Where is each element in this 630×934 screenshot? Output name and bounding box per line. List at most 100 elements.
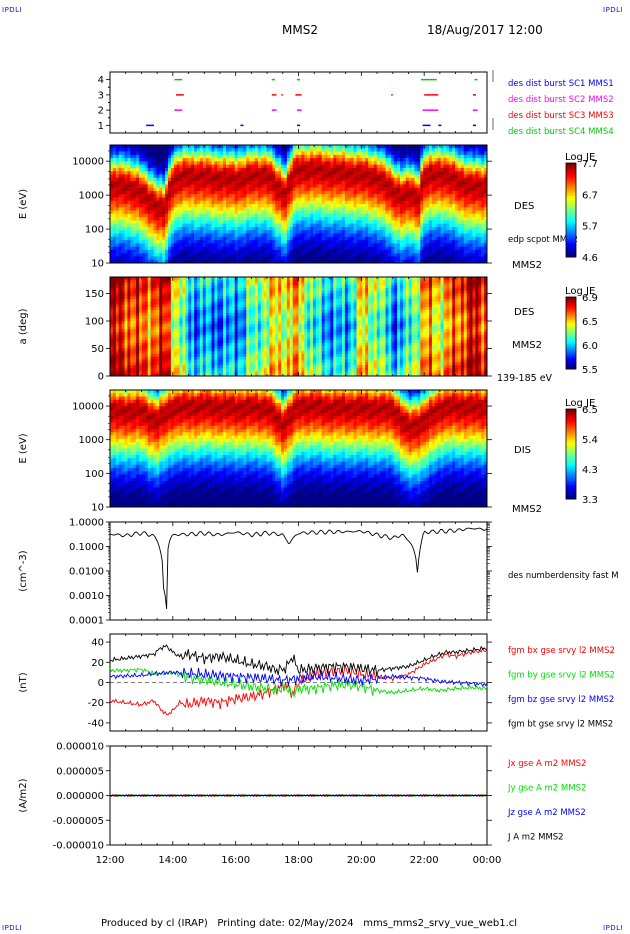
spectrogram-cell: [339, 200, 343, 205]
spectrogram-cell: [379, 236, 383, 241]
spectrogram-cell: [205, 167, 209, 172]
spectrogram-cell: [118, 207, 122, 211]
spectrogram-cell: [455, 145, 459, 149]
spectrogram-cell: [257, 253, 262, 257]
spectrogram-cell: [127, 174, 131, 179]
spectrogram-cell: [475, 259, 479, 264]
spectrogram-cell: [237, 243, 241, 247]
spectrogram-cell: [423, 240, 427, 244]
spectrogram-cell: [220, 213, 224, 218]
spectrogram-cell: [231, 226, 235, 231]
spectrogram-cell: [118, 187, 122, 192]
spectrogram-cell: [408, 213, 412, 218]
spectrogram-cell: [385, 223, 389, 228]
spectrogram-cell: [344, 174, 349, 179]
spectrogram-cell: [373, 246, 378, 251]
spectrogram-cell: [159, 243, 163, 247]
spectrogram-cell: [214, 174, 218, 179]
spectrogram-cell: [350, 233, 354, 238]
spectrogram-cell: [463, 154, 467, 159]
spectrogram-cell: [124, 220, 128, 224]
spectrogram-cell: [437, 226, 441, 231]
spectrogram-cell: [475, 190, 479, 195]
spectrogram-cell: [440, 243, 444, 247]
spectrogram-cell: [281, 154, 285, 159]
spectrogram-cell: [255, 184, 259, 188]
spectrogram-cell: [266, 217, 270, 221]
spectrogram-cell: [443, 204, 447, 208]
spectrogram-cell: [144, 233, 148, 238]
spectrogram-cell: [260, 161, 264, 165]
spectrogram-cell: [446, 177, 450, 182]
spectrogram-cell: [150, 236, 154, 241]
spectrogram-cell: [397, 223, 401, 228]
spectrogram-cell: [188, 240, 192, 244]
spectrogram-cell: [472, 207, 476, 211]
spectrogram-cell: [234, 194, 238, 198]
spectrogram-cell: [278, 177, 282, 182]
spectrogram-cell: [388, 223, 392, 228]
spectrogram-cell: [260, 220, 264, 224]
spectrogram-cell: [211, 181, 215, 185]
spectrogram-cell: [191, 223, 195, 228]
spectrogram-cell: [281, 233, 285, 238]
spectrogram-cell: [252, 253, 256, 257]
spectrogram-cell: [141, 164, 146, 169]
spectrogram-cell: [217, 187, 221, 192]
spectrogram-cell: [168, 223, 172, 228]
spectrogram-cell: [313, 204, 317, 208]
spectrogram-cell: [353, 151, 357, 156]
spectrogram-cell: [165, 249, 169, 254]
spectrogram-cell: [405, 246, 409, 251]
spectrogram-cell: [452, 240, 456, 244]
spectrogram-cell: [350, 200, 354, 205]
spectrogram-cell: [382, 184, 386, 188]
spectrogram-cell: [286, 197, 291, 202]
spectrogram-cell: [217, 256, 221, 261]
spectrogram-cell: [205, 190, 209, 195]
spectrogram-cell: [115, 204, 119, 208]
spectrogram-cell: [255, 148, 259, 152]
spectrogram-cell: [133, 194, 137, 198]
spectrogram-cell: [211, 249, 215, 254]
spectrogram-cell: [153, 210, 157, 215]
spectrogram-cell: [243, 200, 247, 205]
spectrogram-cell: [318, 213, 322, 218]
spectrogram-cell: [411, 249, 415, 254]
spectrogram-cell: [397, 230, 401, 234]
spectrogram-cell: [333, 246, 337, 251]
spectrogram-cell: [211, 210, 215, 215]
spectrogram-cell: [475, 158, 479, 162]
spectrogram-cell: [379, 246, 383, 251]
spectrogram-cell: [301, 161, 305, 165]
spectrogram-cell: [118, 213, 122, 218]
spectrogram-cell: [278, 253, 282, 257]
spectrogram-cell: [429, 223, 433, 228]
spectrogram-cell: [269, 197, 273, 202]
spectrogram-cell: [263, 174, 267, 179]
spectrogram-cell: [356, 154, 360, 159]
spectrogram-cell: [194, 190, 198, 195]
spectrogram-cell: [307, 167, 311, 172]
spectrogram-cell: [112, 230, 117, 234]
spectrogram-cell: [179, 259, 183, 264]
spectrogram-cell: [278, 240, 282, 244]
spectrogram-cell: [469, 158, 473, 162]
spectrogram-cell: [266, 181, 270, 185]
spectrogram-cell: [455, 187, 459, 192]
spectrogram-cell: [191, 253, 195, 257]
spectrogram-cell: [191, 200, 195, 205]
spectrogram-cell: [414, 181, 418, 185]
spectrogram-cell: [321, 171, 325, 175]
spectrogram-cell: [420, 158, 424, 162]
spectrogram-cell: [170, 253, 175, 257]
spectrogram-cell: [356, 148, 360, 152]
spectrogram-cell: [405, 256, 409, 261]
spectrogram-cell: [446, 181, 450, 185]
spectrogram-cell: [275, 171, 279, 175]
spectrogram-cell: [420, 259, 424, 264]
spectrogram-cell: [373, 240, 378, 244]
spectrogram-cell: [423, 223, 427, 228]
spectrogram-cell: [365, 164, 369, 169]
spectrogram-cell: [199, 249, 204, 254]
